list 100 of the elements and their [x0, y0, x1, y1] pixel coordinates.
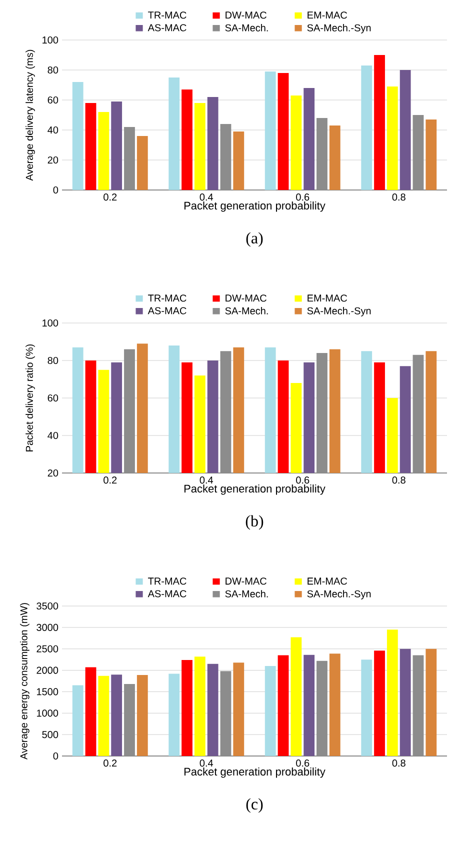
bar: [98, 676, 110, 756]
y-tick-label: 100: [42, 319, 58, 327]
bar: [290, 96, 302, 190]
legend-label: TR-MAC: [148, 12, 186, 19]
x-tick-label: 0.4: [200, 194, 214, 201]
y-tick-label: 0: [53, 752, 58, 760]
bar: [182, 90, 192, 190]
x-tick-label: 0.8: [392, 194, 406, 201]
bar: [386, 86, 398, 190]
bar: [264, 666, 276, 756]
bar: [426, 648, 437, 756]
y-tick-label: 60: [48, 394, 58, 402]
bar: [361, 660, 372, 756]
legend-label: SA-Mech.-Syn: [307, 590, 371, 600]
bar: [412, 115, 424, 190]
bar: [85, 667, 96, 756]
bar: [426, 120, 437, 190]
y-tick-label: 40: [48, 432, 58, 440]
y-tick-label: 3000: [36, 624, 58, 631]
y-axis-title: Average energy consumption (mW): [20, 603, 30, 760]
bar: [316, 660, 328, 756]
x-tick-label: 0.2: [104, 476, 117, 484]
bar: [136, 136, 148, 190]
x-tick-label: 0.6: [296, 194, 310, 201]
legend-label: TR-MAC: [148, 578, 186, 585]
y-tick-label: 60: [48, 96, 58, 104]
legend-label: SA-Mech.-Syn: [307, 307, 371, 316]
bar: [168, 78, 180, 190]
legend-label: DW-MAC: [226, 578, 266, 585]
text: (a): [246, 232, 263, 247]
bar: [111, 102, 122, 190]
y-tick-label: 80: [48, 66, 58, 74]
bar: [304, 88, 315, 190]
text: (c): [246, 798, 263, 813]
bar: [220, 671, 232, 756]
legend-label: SA-Mech.: [225, 307, 268, 314]
x-axis-title: Packet generation probability: [184, 767, 326, 778]
bar: [374, 55, 385, 190]
bar: [264, 72, 276, 190]
bar: [194, 103, 206, 190]
legend-label: EM-MAC: [308, 578, 348, 585]
bar: [98, 112, 110, 190]
bar: [124, 127, 135, 190]
y-tick-label: 20: [48, 156, 58, 164]
bar: [304, 654, 315, 756]
y-axis-title: Packet delivery ratio (%): [26, 344, 35, 452]
bar: [412, 655, 424, 756]
y-tick-label: 1000: [36, 710, 58, 717]
legend-label: AS-MAC: [148, 590, 186, 598]
x-tick-label: 0.2: [104, 760, 117, 767]
x-tick-label: 0.8: [392, 760, 406, 767]
bar: [194, 656, 206, 756]
y-axis-title: Average delivery latency (ms): [26, 50, 35, 181]
bar: [374, 650, 385, 756]
bar: [278, 73, 289, 190]
x-tick-label: 0.6: [296, 760, 310, 767]
bar: [329, 126, 340, 190]
bar: [220, 124, 232, 190]
x-tick-label: 0.6: [296, 476, 310, 484]
y-tick-label: 2500: [36, 645, 58, 652]
bar: [400, 70, 411, 190]
y-tick-label: 2000: [36, 666, 58, 674]
legend-label: TR-MAC: [148, 294, 186, 302]
legend-label: EM-MAC: [308, 294, 348, 302]
legend-label: DW-MAC: [226, 294, 266, 302]
x-tick-label: 0.8: [392, 476, 406, 484]
y-tick-label: 3500: [36, 602, 58, 610]
y-tick-label: 20: [48, 469, 58, 477]
bar: [316, 118, 328, 190]
y-tick-label: 80: [48, 356, 58, 364]
x-tick-label: 0.4: [200, 476, 214, 484]
bar: [72, 685, 84, 756]
legend-label: SA-Mech.: [225, 24, 268, 32]
bar: [233, 662, 244, 756]
bar: [182, 660, 192, 756]
bar: [386, 630, 398, 756]
y-tick-label: 100: [42, 36, 58, 44]
x-tick-label: 0.4: [200, 760, 214, 767]
bar: [329, 654, 340, 756]
legend-label: AS-MAC: [148, 307, 186, 314]
legend-label: SA-Mech.: [225, 590, 268, 598]
bar: [168, 674, 180, 756]
y-tick-label: 1500: [36, 688, 58, 696]
y-tick-label: 0: [53, 186, 58, 194]
legend-label: AS-MAC: [148, 24, 186, 32]
bar: [72, 82, 84, 190]
bar: [290, 637, 302, 756]
bar: [233, 132, 244, 190]
y-tick-label: 40: [48, 126, 58, 134]
y-tick-label: 500: [42, 731, 58, 738]
bar: [278, 655, 289, 756]
x-tick-label: 0.2: [104, 194, 117, 201]
text: (b): [246, 515, 264, 530]
bar: [207, 97, 218, 190]
x-axis-title: Packet generation probability: [184, 484, 326, 495]
bar: [136, 675, 148, 756]
legend-label: DW-MAC: [226, 12, 266, 19]
legend-label: EM-MAC: [308, 12, 348, 19]
bar: [85, 103, 96, 190]
bar: [124, 684, 135, 756]
